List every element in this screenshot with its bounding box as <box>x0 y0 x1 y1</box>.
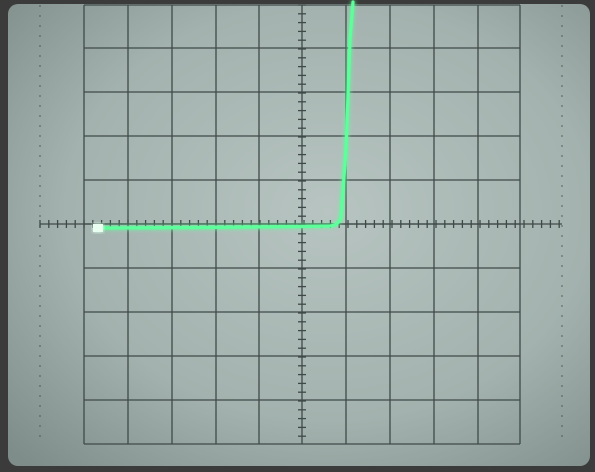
trace-spot <box>93 224 103 232</box>
screen <box>8 4 590 466</box>
oscilloscope-photo <box>0 0 595 472</box>
page: (() => { const data = JSON.parse(documen… <box>0 0 595 472</box>
